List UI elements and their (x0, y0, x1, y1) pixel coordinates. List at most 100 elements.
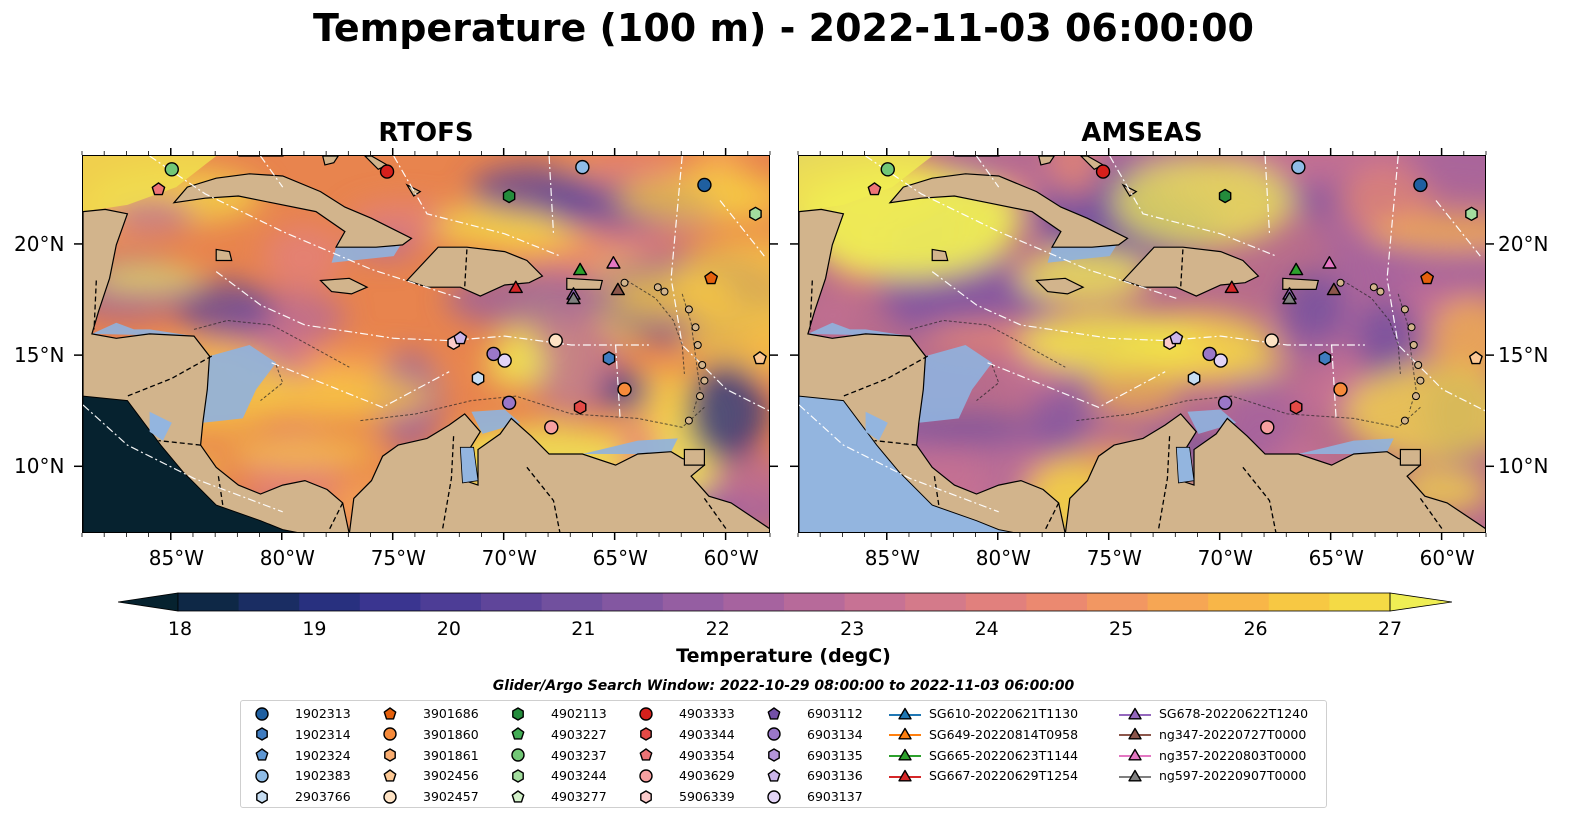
marker-4902113 (502, 188, 516, 204)
legend-marker-4902113 (512, 706, 524, 721)
legend-marker-4903354 (639, 748, 653, 761)
map-panel-rtofs[interactable] (82, 155, 770, 533)
marker-3901686 (1420, 271, 1434, 285)
panel-title-rtofs: RTOFS (378, 118, 474, 148)
marker-SG667-20220629T1254 (1224, 280, 1239, 294)
legend-item: 4902113 (509, 703, 607, 724)
colorbar-tick-label: 23 (840, 618, 865, 640)
legend-label: 4903244 (551, 768, 607, 784)
lon-tick-label: 85°W (864, 546, 920, 570)
marker-4903244 (1465, 206, 1478, 222)
lon-tick-label: 65°W (1308, 546, 1364, 570)
legend-marker-6903134 (767, 727, 781, 741)
legend-item: SG667-20220629T1254 (889, 765, 1078, 786)
legend-item: 1902324 (253, 745, 351, 766)
legend-marker-SG610-20220621T1130 (898, 707, 912, 720)
marker-6903136 (453, 331, 468, 345)
lon-tick-label: 60°W (703, 546, 759, 570)
legend-label: 4903237 (551, 747, 607, 763)
legend-label: 3902456 (423, 768, 479, 784)
marker-6903137 (497, 353, 512, 368)
marker-4903237 (880, 162, 895, 177)
legend-item: ng597-20220907T0000 (1119, 765, 1306, 786)
legend-marker-1902383 (255, 769, 269, 783)
lon-tick-label: 70°W (1197, 546, 1253, 570)
lat-tick-label-left: 20°N (14, 231, 65, 256)
legend-label: 4903344 (679, 726, 735, 742)
marker-1902383 (1291, 159, 1306, 175)
marker-ng357-20220803T0000 (606, 255, 621, 269)
marker-4903354 (867, 182, 882, 196)
marker-1902314 (1318, 351, 1332, 366)
legend-label: 1902313 (295, 706, 351, 721)
legend-item: 3901861 (381, 745, 479, 766)
map-panel-amseas[interactable] (798, 155, 1486, 533)
marker-4903344 (573, 400, 587, 415)
legend-label: 4903629 (679, 768, 735, 784)
legend-label: 1902324 (295, 747, 351, 763)
legend-item: 1902383 (253, 765, 351, 786)
legend-item: 3901686 (381, 703, 479, 724)
rtofs-map-svg (83, 156, 769, 532)
marker-ng597-20220907T0000 (566, 291, 581, 305)
legend-marker-2903766 (256, 789, 268, 804)
legend-item: 6903134 (765, 724, 863, 745)
marker-1902313 (1413, 177, 1428, 193)
marker-3901860 (617, 382, 632, 397)
legend-label: 1902314 (295, 726, 351, 742)
legend-label: 5906339 (679, 789, 735, 805)
marker-4903333 (379, 164, 395, 179)
legend-label: 3902457 (423, 789, 479, 805)
legend-label: ng597-20220907T0000 (1159, 768, 1307, 784)
land-hispaniola (405, 246, 544, 297)
colorbar-svg (117, 592, 1453, 612)
legend-item: SG610-20220621T1130 (889, 703, 1078, 724)
marker-SG667-20220629T1254 (508, 280, 523, 294)
legend-item: 4903237 (509, 745, 607, 766)
legend-label: 4903333 (679, 706, 735, 721)
lat-tick-label-right: 10°N (1498, 454, 1549, 479)
marker-2903766 (1187, 371, 1201, 386)
legend-marker-4903227 (511, 727, 525, 740)
marker-1902314 (602, 351, 616, 366)
amseas-map-svg (799, 156, 1485, 532)
marker-3901686 (704, 271, 718, 285)
land-puertoRico (1282, 277, 1320, 290)
lon-tick-label: 80°W (975, 546, 1031, 570)
marker-4903629 (544, 420, 559, 435)
legend-label: 6903112 (807, 706, 863, 721)
legend-label: ng347-20220727T0000 (1159, 726, 1307, 742)
lon-tick-label: 80°W (259, 546, 315, 570)
legend-item: 6903137 (765, 786, 863, 807)
legend-marker-1902313 (255, 706, 269, 721)
legend-marker-4903237 (511, 748, 525, 762)
marker-1902313 (697, 177, 712, 193)
lon-tick-label: 65°W (592, 546, 648, 570)
marker-4903333 (1095, 164, 1111, 179)
panel-title-amseas: AMSEAS (1081, 118, 1203, 148)
marker-4903354 (151, 182, 166, 196)
land-puertoRico (566, 277, 604, 290)
marker-3902456 (753, 351, 767, 365)
legend-marker-SG678-20220622T1240 (1128, 707, 1142, 720)
land-jamaica (319, 277, 369, 295)
legend-marker-6903136 (767, 769, 781, 782)
lat-tick-label-right: 15°N (1498, 343, 1549, 368)
legend-marker-4903333 (639, 706, 653, 721)
legend-label: 4903277 (551, 789, 607, 805)
legend-marker-4903277 (511, 789, 525, 803)
legend-label: SG665-20220623T1144 (929, 747, 1079, 763)
marker-4903629 (1260, 420, 1275, 435)
legend-marker-1902314 (256, 727, 268, 741)
legend-label: 4903227 (551, 726, 607, 742)
legend-label: 3901686 (423, 706, 479, 721)
legend-label: 1902383 (295, 768, 351, 784)
land-isla (931, 248, 949, 262)
legend-marker-SG665-20220623T1144 (898, 748, 912, 761)
legend: 1902313 1902314 1902324 1902383 2903766 39016… (240, 700, 1327, 808)
legend-item: 3902456 (381, 765, 479, 786)
colorbar-tick-label: 26 (1243, 618, 1268, 640)
legend-marker-SG649-20220814T0958 (898, 728, 912, 740)
legend-marker-ng347-20220727T0000 (1128, 728, 1142, 740)
marker-ng347-20220727T0000 (610, 282, 625, 296)
